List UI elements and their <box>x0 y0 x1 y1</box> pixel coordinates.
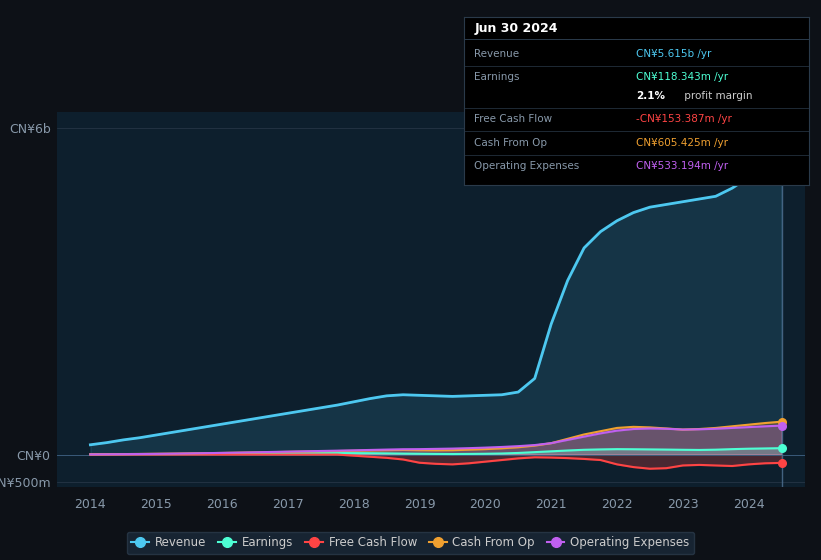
Point <box>775 417 788 426</box>
Legend: Revenue, Earnings, Free Cash Flow, Cash From Op, Operating Expenses: Revenue, Earnings, Free Cash Flow, Cash … <box>126 531 695 554</box>
Text: profit margin: profit margin <box>681 91 753 101</box>
Text: CN¥5.615b /yr: CN¥5.615b /yr <box>636 49 712 59</box>
Text: CN¥533.194m /yr: CN¥533.194m /yr <box>636 161 728 171</box>
Point <box>775 145 788 154</box>
Text: Revenue: Revenue <box>475 49 520 59</box>
Point <box>775 421 788 430</box>
Text: CN¥605.425m /yr: CN¥605.425m /yr <box>636 138 728 148</box>
Text: Earnings: Earnings <box>475 72 520 82</box>
Text: Jun 30 2024: Jun 30 2024 <box>475 22 557 35</box>
Point <box>775 444 788 452</box>
Text: Cash From Op: Cash From Op <box>475 138 548 148</box>
Text: 2.1%: 2.1% <box>636 91 665 101</box>
Point <box>775 459 788 468</box>
Text: CN¥118.343m /yr: CN¥118.343m /yr <box>636 72 728 82</box>
Text: Free Cash Flow: Free Cash Flow <box>475 114 553 124</box>
Text: -CN¥153.387m /yr: -CN¥153.387m /yr <box>636 114 732 124</box>
Text: Operating Expenses: Operating Expenses <box>475 161 580 171</box>
